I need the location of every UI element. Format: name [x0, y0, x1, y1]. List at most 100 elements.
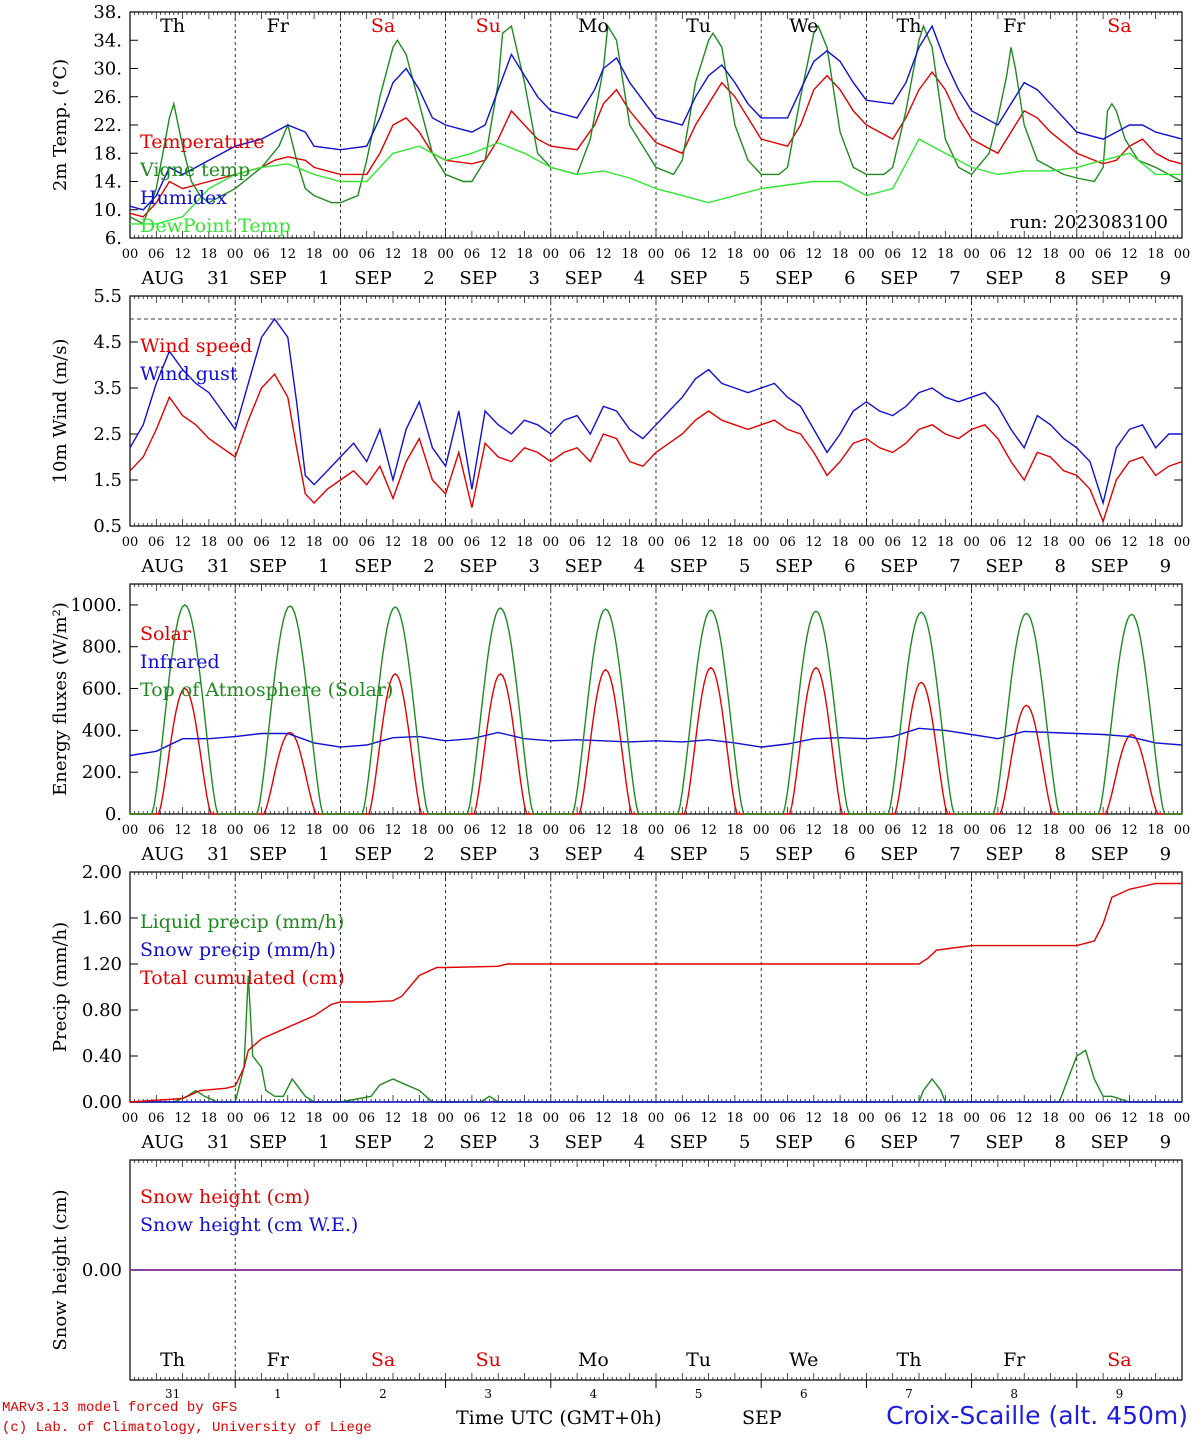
weekday-label: Tu	[686, 15, 711, 37]
date-month-label: SEP	[1091, 844, 1129, 865]
series-line-dewpoint-temp	[130, 138, 1182, 225]
hour-tick-label: 12	[385, 823, 402, 838]
hour-tick-label: 18	[727, 1111, 744, 1126]
hour-tick-label: 18	[411, 535, 428, 550]
hour-tick-label: 18	[306, 1111, 323, 1126]
hour-tick-label: 12	[490, 247, 507, 262]
hour-tick-label: 06	[990, 823, 1007, 838]
hour-tick-label: 18	[727, 535, 744, 550]
hour-tick-label: 00	[227, 1111, 244, 1126]
hour-tick-label: 00	[648, 823, 665, 838]
hour-tick-label: 00	[963, 823, 980, 838]
hour-tick-label: 06	[464, 247, 481, 262]
legend-entry: Top of Atmosphere (Solar)	[140, 679, 393, 701]
lab-credit: (c) Lab. of Climatology, University of L…	[2, 1420, 372, 1436]
hour-tick-label: 12	[1016, 247, 1033, 262]
date-month-label: AUG	[140, 844, 184, 865]
date-month-label: SEP	[670, 844, 708, 865]
weekday-label: We	[789, 1349, 818, 1371]
weekday-label: Mo	[578, 1349, 609, 1371]
hour-tick-label: 00	[963, 1111, 980, 1126]
time-axis-label: Time UTC (GMT+0h)	[456, 1407, 662, 1429]
panel-4	[129, 871, 1183, 1103]
hour-tick-label: 12	[806, 823, 823, 838]
hour-tick-label: 12	[280, 535, 297, 550]
y-tick-label: 1.60	[82, 908, 122, 929]
hour-tick-label: 00	[227, 823, 244, 838]
hour-tick-label: 06	[464, 823, 481, 838]
legend-entry: Snow height (cm W.E.)	[140, 1214, 358, 1236]
hour-tick-label: 18	[411, 247, 428, 262]
y-tick-label: 800.	[82, 637, 122, 658]
hour-tick-label: 06	[884, 823, 901, 838]
hour-tick-label: 06	[253, 247, 270, 262]
date-month-label: SEP	[880, 1132, 918, 1153]
hour-tick-label: 18	[832, 1111, 849, 1126]
day-number-label: 6	[800, 1387, 808, 1401]
y-tick-label: 34.	[93, 30, 122, 51]
date-day-label: 2	[423, 1132, 434, 1153]
hour-tick-label: 18	[727, 823, 744, 838]
date-day-label: 4	[634, 844, 645, 865]
date-day-label: 8	[1054, 1132, 1065, 1153]
y-tick-label: 200.	[82, 762, 122, 783]
series-line-vigne-temp	[129, 23, 1183, 225]
hour-tick-label: 00	[648, 1111, 665, 1126]
date-day-label: 9	[1160, 1132, 1171, 1153]
hour-tick-label: 12	[385, 535, 402, 550]
hour-tick-label: 12	[1121, 247, 1138, 262]
hour-tick-label: 00	[1069, 1111, 1086, 1126]
date-day-label: 6	[844, 844, 855, 865]
date-month-label: SEP	[775, 268, 813, 289]
hour-tick-label: 06	[674, 1111, 691, 1126]
hour-tick-label: 00	[332, 1111, 349, 1126]
hour-tick-label: 00	[648, 247, 665, 262]
hour-tick-label: 00	[753, 535, 770, 550]
date-month-label: AUG	[140, 268, 184, 289]
hour-tick-label: 06	[358, 1111, 375, 1126]
hour-tick-label: 18	[1042, 823, 1059, 838]
y-tick-label: 5.5	[93, 286, 122, 307]
hour-tick-label: 06	[779, 1111, 796, 1126]
y-tick-label: 400.	[82, 720, 122, 741]
weekday-label: Sa	[1107, 1349, 1131, 1371]
y-tick-label: 26.	[93, 87, 122, 108]
y-tick-label: 18.	[93, 143, 122, 164]
date-day-label: 6	[844, 1132, 855, 1153]
y-tick-label: 30.	[93, 59, 122, 80]
date-month-label: SEP	[880, 268, 918, 289]
hour-tick-label: 00	[332, 535, 349, 550]
hour-tick-label: 18	[1042, 247, 1059, 262]
weekday-label: Sa	[371, 1349, 395, 1371]
hour-tick-label: 00	[963, 535, 980, 550]
hour-tick-label: 12	[490, 535, 507, 550]
date-month-label: SEP	[985, 268, 1023, 289]
y-axis-title: 10m Wind (m/s)	[50, 339, 71, 484]
date-day-label: 1	[318, 268, 329, 289]
hour-tick-label: 18	[1147, 1111, 1164, 1126]
hour-tick-label: 00	[437, 535, 454, 550]
date-month-label: SEP	[354, 844, 392, 865]
date-day-label: 6	[844, 268, 855, 289]
legend-entry: Wind speed	[140, 335, 252, 357]
y-tick-label: 0.80	[82, 1000, 122, 1021]
weekday-label: Th	[897, 1349, 922, 1371]
hour-tick-label: 06	[674, 535, 691, 550]
hour-tick-label: 18	[201, 535, 218, 550]
weekday-label: Fr	[267, 15, 290, 37]
panel-3	[129, 583, 1183, 815]
day-number-label: 1	[274, 1387, 282, 1401]
hour-tick-label: 00	[437, 247, 454, 262]
hour-tick-label: 06	[569, 535, 586, 550]
hour-tick-label: 00	[122, 823, 139, 838]
weekday-label: Fr	[1003, 1349, 1026, 1371]
hour-tick-label: 06	[358, 247, 375, 262]
date-month-label: SEP	[880, 844, 918, 865]
hour-tick-label: 18	[411, 1111, 428, 1126]
date-month-label: SEP	[249, 1132, 287, 1153]
hour-tick-label: 00	[332, 823, 349, 838]
y-tick-label: 22.	[93, 115, 122, 136]
y-tick-label: 1000.	[70, 595, 122, 616]
date-month-label: SEP	[459, 844, 497, 865]
date-month-label: SEP	[459, 268, 497, 289]
